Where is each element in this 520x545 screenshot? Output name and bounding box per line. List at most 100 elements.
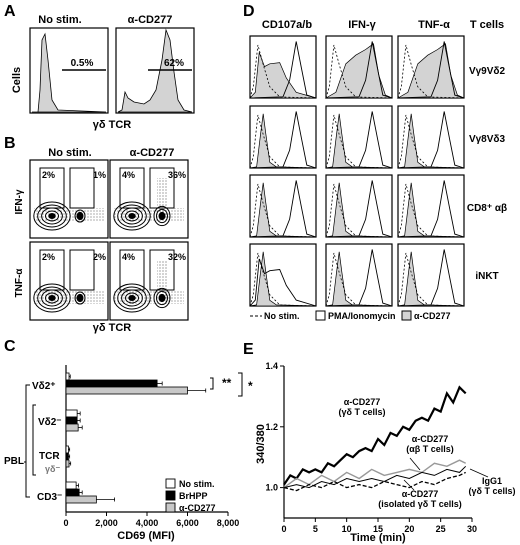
contour-ring [128,213,136,219]
hist-cd277 [249,113,317,169]
contour-ring [76,211,84,221]
c-x-tick-label: 2,000 [95,518,118,528]
panel-d-row-3: CD8⁺ αβ [467,203,507,214]
hist-pma [249,41,317,99]
hist-pma [249,258,317,307]
panel-b-col-label-2: α-CD277 [130,147,175,159]
annot-ab-1: α-CD277 [412,434,449,444]
bar-3-1 [65,488,80,497]
gate-right [149,249,175,291]
panel-d-corner: T cells [470,19,504,31]
gate-left [119,249,145,291]
label-tcr: TCR [39,451,60,462]
panel-b-row-label-2: TNF-α [14,268,25,298]
hist-nostim [325,114,393,169]
bar-2-0 [65,445,69,454]
contour-ring [45,292,59,304]
label-gd-neg: γδ⁻ [45,464,60,474]
panel-d-row-4: iNKT [475,271,498,282]
bar-0-2 [65,386,188,395]
bar-0-0 [65,372,70,381]
percent-a2: 62% [164,58,184,69]
e-series-2 [283,471,466,492]
contour-ring [74,291,86,305]
panel-d: D CD107a/b IFN-γ TNF-α T cells Vγ9Vδ2 Vγ… [243,3,507,321]
panel-b-col-label-1: No stim. [48,147,91,159]
e-x-tick-label: 30 [467,524,477,534]
panel-b-letter: B [4,135,16,152]
panel-b: B No stim. α-CD277 IFN-γ TNF-α γδ TCR 2%… [4,135,189,334]
e-y-tick-label: 1.4 [265,361,278,371]
gate-right [69,249,95,291]
panel-b-row-label-1: IFN-γ [14,189,25,214]
legend-swatch-2 [165,502,176,513]
hist-nostim [325,252,393,307]
panel-a-col-label-2: α-CD277 [128,14,173,26]
hist-pma [397,249,465,307]
annot-pointer [409,457,421,471]
hist-pma [249,111,317,169]
c-x-tick-label: 8,000 [217,518,240,528]
bar-2-1 [65,452,69,461]
annot-iso-1: α-CD277 [402,489,439,499]
contour-ring [125,292,139,304]
hist-nostim [397,252,465,307]
hist-cd277 [249,52,317,99]
panel-a-col-label-1: No stim. [38,14,81,26]
contour-ring [37,286,67,310]
gate-percent: 1% [93,170,106,180]
panel-d-col-3: TNF-α [418,19,450,31]
histogram-cd277 [117,28,193,113]
contour-ring [74,209,86,223]
e-y-tick-label: 1.2 [265,422,278,432]
sig-double: ** [222,376,232,390]
hist-nostim [249,44,317,99]
panel-a-letter: A [4,3,16,20]
legend-label-1: BrHPP [179,491,208,501]
bar-2-2 [65,459,70,468]
panel-d-col-1: CD107a/b [262,19,312,31]
hist-nostim [249,252,317,307]
panel-d-legend: No stim. PMA/Ionomycin α-CD277 [250,310,451,321]
legend-swatch-0 [165,478,176,489]
legend-pma-swatch [315,310,326,321]
legend-pma-label: PMA/Ionomycin [328,311,396,321]
gate-left [119,167,145,209]
panel-c: C Vδ2⁺ Vδ2⁻ TCR γδ⁻ CD3⁻ PBL 0 2,000 4,000… [4,338,253,542]
e-x-tick-label: 5 [313,524,318,534]
bar-1-1 [65,416,78,425]
panel-c-legend: No stim. BrHPP α-CD277 [165,478,216,513]
hist-nostim [249,114,317,169]
panel-a: A No stim. α-CD277 Cells 0.5% 62% γδ TCR [4,3,195,131]
label-vd2pos: Vδ2⁺ [32,381,56,392]
hist-pma [325,249,393,307]
annot-igg-2: (γδ T cells) [469,486,516,496]
sig-bracket-2 [238,372,243,397]
annot-gd-1: α-CD277 [344,397,381,407]
contour-ring [117,204,147,228]
c-x-tick-label: 4,000 [136,518,159,528]
gate-left [39,167,65,209]
contour-ring [128,295,136,301]
legend-cd277-swatch [401,310,412,321]
e-series-3 [283,465,467,489]
hist-cd277 [397,182,465,238]
gate-percent: 36% [168,170,186,180]
bar-1-0 [65,409,78,418]
legend-label-2: α-CD277 [179,503,216,513]
hist-pma [325,41,393,99]
gate-percent: 2% [42,252,55,262]
c-x-tick-label: 6,000 [176,518,199,528]
hist-pma [397,111,465,169]
panel-c-letter: C [4,338,16,355]
hist-pma [397,180,465,238]
label-vd2neg: Vδ2⁻ [38,417,62,428]
contour-ring [37,204,67,228]
gate-right [69,167,95,209]
panel-e-ylabel: 340/380 [255,424,267,464]
sig-single: * [248,379,253,393]
contour-ring [113,283,151,313]
hist-nostim [249,183,317,238]
panel-b-xlabel: γδ TCR [93,322,132,334]
